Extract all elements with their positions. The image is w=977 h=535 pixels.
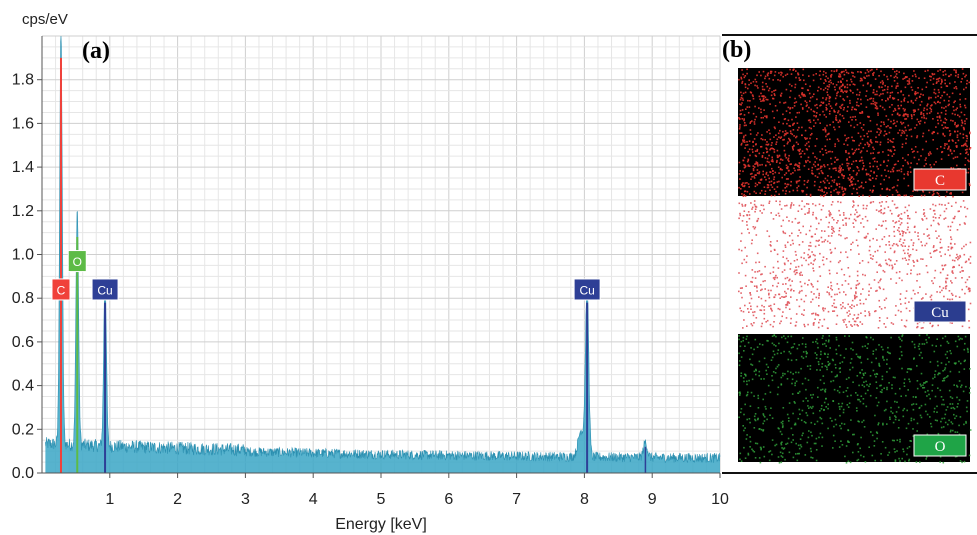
peak-label-c: C bbox=[51, 278, 71, 301]
y-tick-label: 1.4 bbox=[12, 159, 34, 176]
x-tick-label: 5 bbox=[377, 491, 386, 508]
y-tick-label: 0.4 bbox=[12, 378, 34, 395]
y-tick-label: 0.2 bbox=[12, 421, 34, 438]
spectrum-line bbox=[45, 35, 721, 463]
element-map-cu: Cu bbox=[738, 200, 972, 330]
map-label-box bbox=[913, 300, 967, 323]
panel-label-a: (a) bbox=[82, 38, 110, 64]
grid bbox=[41, 35, 721, 474]
map-label-box bbox=[913, 168, 967, 191]
peak-label-box bbox=[51, 278, 71, 301]
y-tick-label: 1.8 bbox=[12, 72, 34, 89]
map-dots bbox=[738, 68, 972, 198]
y-tick-label: 1.0 bbox=[12, 247, 34, 264]
x-tick-label: 10 bbox=[711, 491, 729, 508]
x-tick-labels: 1 2 3 4 5 6 7 8 9 10 bbox=[105, 473, 729, 508]
peak-lines bbox=[59, 57, 647, 473]
x-tick-label: 2 bbox=[173, 491, 182, 508]
peak-label-box bbox=[67, 250, 87, 273]
y-axis-label: cps/eV bbox=[22, 11, 68, 28]
y-tick-label: 0.0 bbox=[12, 465, 34, 482]
x-tick-label: 9 bbox=[648, 491, 657, 508]
spectrum-series bbox=[45, 35, 721, 473]
peak-label-cu: Cu bbox=[91, 278, 119, 301]
y-tick-label: 1.6 bbox=[12, 115, 34, 132]
y-tick-labels: 0.0 0.2 0.4 0.6 0.8 1.0 1.2 1.4 1.6 1.8 bbox=[12, 72, 42, 482]
peak-label-text: O bbox=[73, 255, 82, 269]
element-map-c: C bbox=[738, 68, 972, 198]
peak-label-cu: Cu bbox=[573, 278, 601, 301]
peak-label-text: Cu bbox=[97, 283, 112, 297]
x-tick-label: 4 bbox=[309, 491, 318, 508]
map-label-box bbox=[913, 434, 967, 457]
x-tick-label: 1 bbox=[105, 491, 114, 508]
x-tick-label: 7 bbox=[512, 491, 521, 508]
x-tick-label: 8 bbox=[580, 491, 589, 508]
peak-label-text: C bbox=[57, 283, 66, 297]
peak-label-box bbox=[573, 278, 601, 301]
map-label-text: Cu bbox=[931, 305, 949, 321]
panel-label-b: (b) bbox=[722, 37, 751, 63]
peak-labels: CO Cu Cu bbox=[51, 250, 601, 301]
y-tick-label: 0.6 bbox=[12, 334, 34, 351]
x-tick-label: 3 bbox=[241, 491, 250, 508]
element-maps: C Cu O bbox=[738, 68, 972, 464]
eds-spectrum-panel: 1 2 3 4 5 6 7 8 9 10 0.0 0.2 0.4 0.6 0.8 1.0 1.2 1.4 1.6 1… bbox=[12, 11, 729, 533]
peak-label-box bbox=[91, 278, 119, 301]
x-axis-label: Energy [keV] bbox=[335, 516, 427, 533]
y-tick-label: 0.8 bbox=[12, 290, 34, 307]
map-dots bbox=[738, 334, 972, 464]
x-tick-label: 6 bbox=[444, 491, 453, 508]
peak-label-o: O bbox=[67, 250, 87, 273]
elemental-maps-panel: (b) C Cu O bbox=[722, 34, 977, 474]
map-label-text: C bbox=[935, 173, 945, 189]
peak-label-text: Cu bbox=[579, 283, 594, 297]
element-map-o: O bbox=[738, 334, 972, 464]
map-label-text: O bbox=[935, 439, 946, 455]
y-tick-label: 1.2 bbox=[12, 203, 34, 220]
